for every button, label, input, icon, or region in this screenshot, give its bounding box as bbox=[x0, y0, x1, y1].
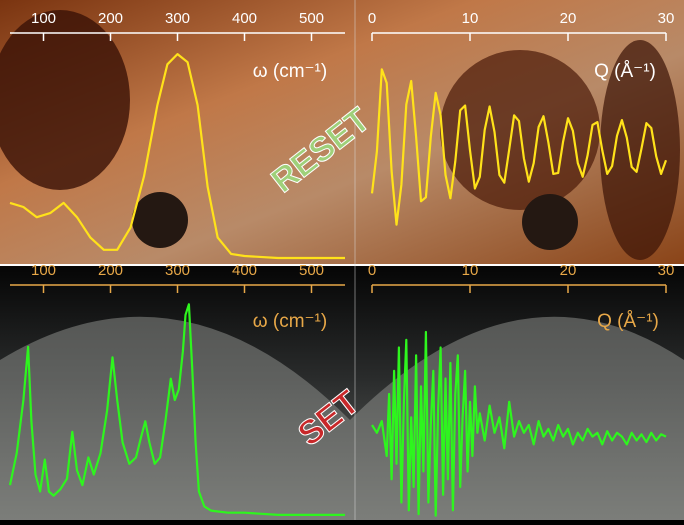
x-tick-label: 30 bbox=[658, 262, 675, 279]
x-tick-label: 300 bbox=[165, 10, 190, 27]
data-line bbox=[9, 53, 345, 260]
x-tick-label: 20 bbox=[560, 262, 577, 279]
x-tick-label: 500 bbox=[299, 10, 324, 27]
x-tick-label: 10 bbox=[462, 262, 479, 279]
x-tick-label: 400 bbox=[232, 10, 257, 27]
decor bbox=[0, 316, 684, 520]
decor bbox=[0, 10, 130, 190]
x-axis-label: Q (Å⁻¹) bbox=[594, 61, 656, 82]
x-tick-label: 0 bbox=[368, 10, 376, 27]
x-tick-label: 20 bbox=[560, 10, 577, 27]
x-tick-label: 10 bbox=[462, 10, 479, 27]
x-axis-label: Q (Å⁻¹) bbox=[597, 311, 659, 332]
x-tick-label: 500 bbox=[299, 262, 324, 279]
data-line bbox=[371, 330, 667, 517]
x-tick-label: 30 bbox=[658, 10, 675, 27]
decor bbox=[522, 194, 578, 250]
x-tick-label: 100 bbox=[31, 10, 56, 27]
x-axis-label: ω (cm⁻¹) bbox=[253, 61, 327, 82]
x-tick-label: 300 bbox=[165, 262, 190, 279]
decor bbox=[132, 192, 188, 248]
x-tick-label: 0 bbox=[368, 262, 376, 279]
data-line bbox=[8, 303, 345, 516]
data-line bbox=[370, 68, 668, 226]
x-axis-label: ω (cm⁻¹) bbox=[253, 311, 327, 332]
x-tick-label: 200 bbox=[98, 10, 123, 27]
x-tick-label: 400 bbox=[232, 262, 257, 279]
x-tick-label: 200 bbox=[98, 262, 123, 279]
decor bbox=[600, 40, 680, 260]
x-tick-label: 100 bbox=[31, 262, 56, 279]
